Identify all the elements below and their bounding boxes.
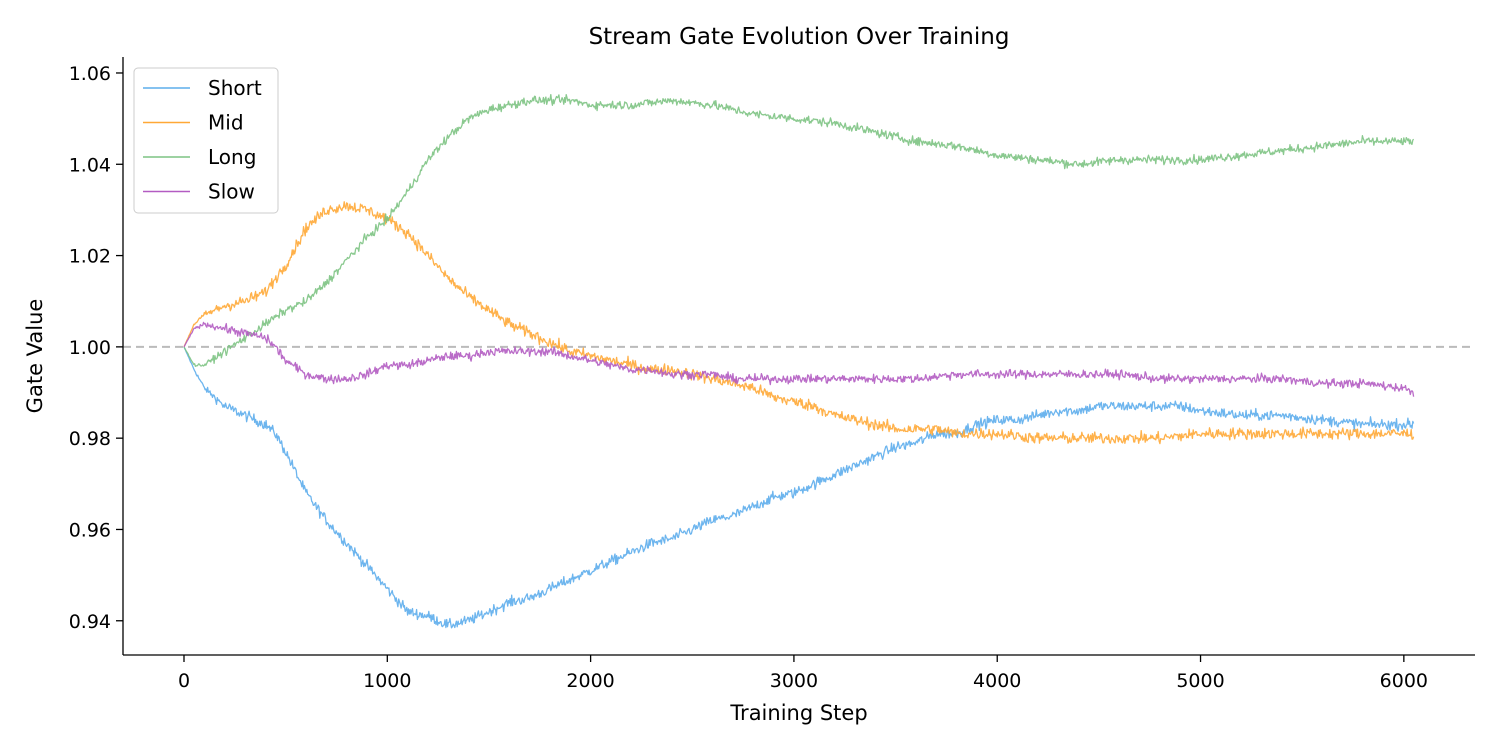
x-tick-label: 5000 <box>1176 670 1224 692</box>
x-axis-ticks: 0 1000 2000 3000 4000 5000 6000 <box>178 655 1428 692</box>
y-tick-label: 1.04 <box>69 154 111 176</box>
legend: Short Mid Long Slow <box>133 67 279 214</box>
plot-area <box>123 93 1475 629</box>
series-line-long <box>183 93 1415 367</box>
x-tick-label: 2000 <box>566 670 614 692</box>
y-tick-label: 1.00 <box>69 337 111 359</box>
x-tick-label: 1000 <box>363 670 411 692</box>
x-tick-label: 3000 <box>770 670 818 692</box>
y-axis-ticks: 0.94 0.96 0.98 1.00 1.02 1.04 1.06 <box>69 63 123 633</box>
series-line-short <box>183 346 1415 629</box>
x-tick-label: 4000 <box>973 670 1021 692</box>
series-line-mid <box>183 201 1415 445</box>
legend-label-long: Long <box>208 145 256 169</box>
x-tick-label: 0 <box>178 670 190 692</box>
legend-label-slow: Slow <box>208 180 255 204</box>
y-tick-label: 1.02 <box>69 246 111 268</box>
chart-title: Stream Gate Evolution Over Training <box>589 24 1010 50</box>
y-axis-title: Gate Value <box>23 299 47 414</box>
y-tick-label: 0.94 <box>69 611 111 633</box>
legend-label-short: Short <box>208 76 262 100</box>
legend-label-mid: Mid <box>208 111 244 135</box>
series-line-slow <box>183 321 1415 397</box>
y-tick-label: 1.06 <box>69 63 111 85</box>
y-tick-label: 0.96 <box>69 519 111 541</box>
y-tick-label: 0.98 <box>69 428 111 450</box>
x-axis-title: Training Step <box>729 701 867 725</box>
legend-box <box>133 67 279 214</box>
x-tick-label: 6000 <box>1380 670 1428 692</box>
